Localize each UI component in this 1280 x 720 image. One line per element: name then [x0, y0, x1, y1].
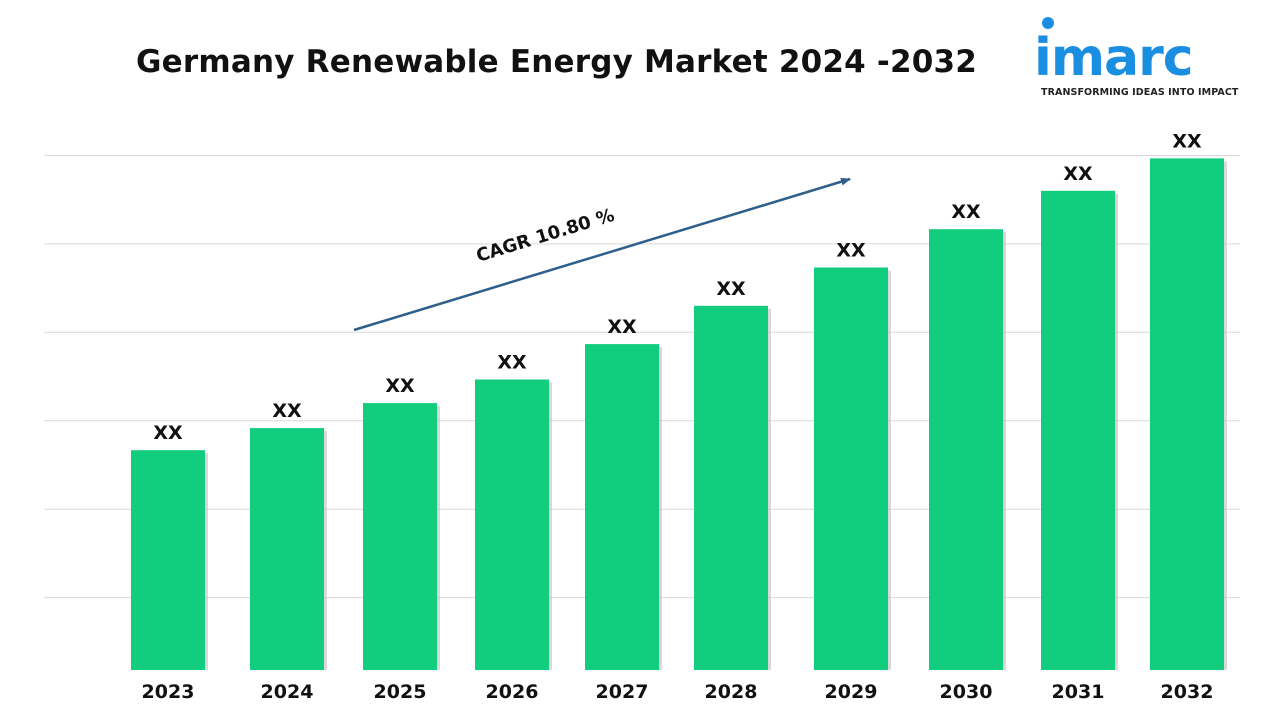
bar-shadow	[324, 431, 327, 670]
bar-2031	[1041, 190, 1115, 671]
bar-shadow	[659, 347, 662, 670]
bars: XX 2023 XX 2024 XX 2025 XX 2026 XX 2027 XX 2028 XX 20…	[131, 130, 1227, 703]
bar-shadow	[549, 382, 552, 670]
cagr-arrow	[353, 177, 851, 332]
x-tick-label: 2026	[486, 681, 539, 703]
x-tick-label: 2027	[596, 681, 649, 703]
x-tick-label: 2031	[1052, 681, 1105, 703]
bar-shadow	[437, 406, 440, 670]
bar-shadow	[768, 308, 771, 670]
bar-2027	[585, 344, 659, 670]
data-label: XX	[153, 422, 183, 444]
chart-title: Germany Renewable Energy Market 2024 -20…	[136, 44, 978, 80]
data-label: XX	[607, 316, 637, 338]
bar-2023	[131, 450, 205, 670]
x-tick-label: 2023	[142, 681, 195, 703]
data-label: XX	[1063, 163, 1093, 185]
data-label: XX	[716, 278, 746, 300]
cagr-annotation: CAGR 10.80 %	[353, 177, 851, 332]
x-tick-label: 2030	[940, 681, 993, 703]
bar-2026	[475, 379, 549, 670]
data-label: XX	[497, 352, 527, 374]
bar-shadow	[1115, 193, 1118, 671]
data-label: XX	[1172, 130, 1202, 152]
bar-2024	[250, 428, 324, 670]
x-tick-label: 2028	[705, 681, 758, 703]
bar-2030	[929, 229, 1003, 670]
x-tick-label: 2032	[1161, 681, 1214, 703]
bar-2028	[694, 305, 768, 670]
bar-2029	[814, 267, 888, 670]
x-tick-label: 2024	[261, 681, 314, 703]
imarc-logo: imarc TRANSFORMING IDEAS INTO IMPACT	[1034, 14, 1238, 102]
data-label: XX	[385, 375, 415, 397]
x-tick-label: 2025	[374, 681, 427, 703]
data-label: XX	[272, 400, 302, 422]
data-label: XX	[836, 240, 866, 262]
bar-shadow	[1224, 161, 1227, 670]
logo-tagline: TRANSFORMING IDEAS INTO IMPACT	[1041, 87, 1239, 98]
logo-wordmark: imarc	[1034, 28, 1194, 88]
bar-2032	[1150, 158, 1224, 670]
bar-shadow	[1003, 232, 1006, 670]
logo-dot-icon	[1042, 17, 1054, 29]
bar-shadow	[205, 453, 208, 670]
bar-2025	[363, 403, 437, 670]
bar-shadow	[888, 270, 891, 670]
data-label: XX	[951, 201, 981, 223]
x-tick-label: 2029	[825, 681, 878, 703]
